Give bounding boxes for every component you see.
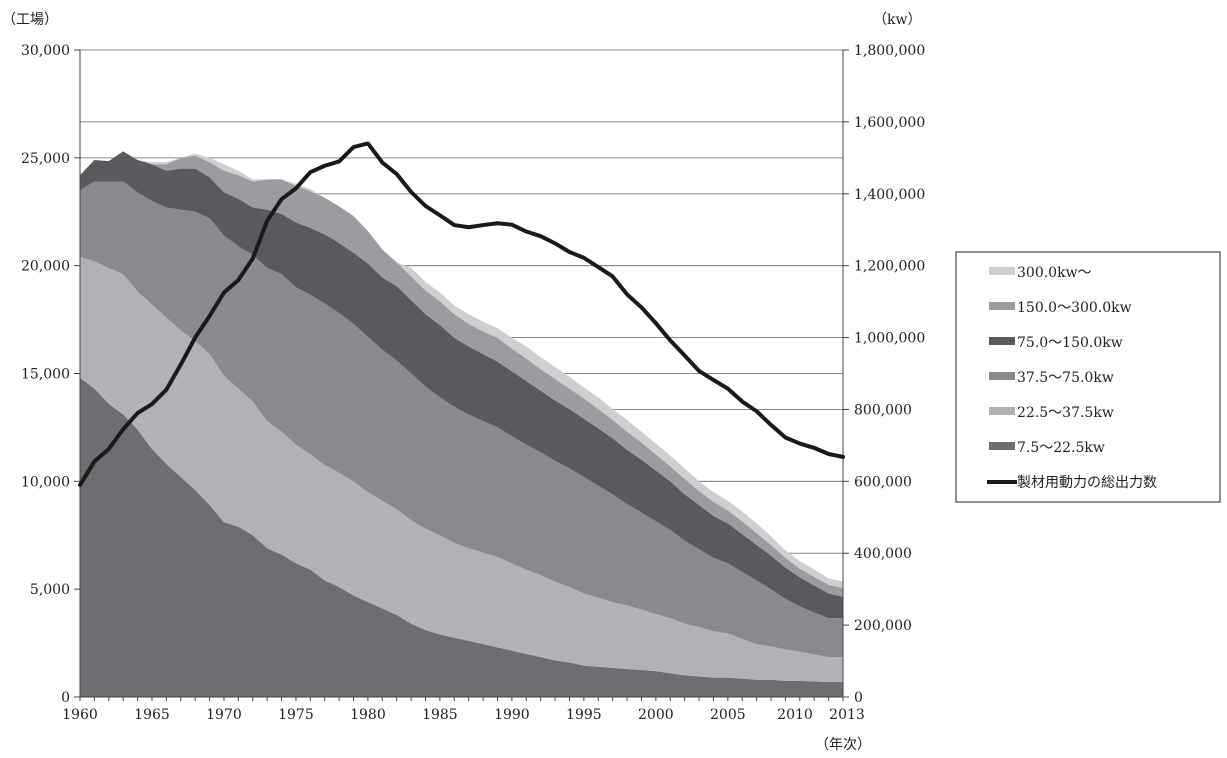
x-tick-label: 2010 xyxy=(777,707,813,723)
area-series-group xyxy=(80,151,843,697)
y-left-tick-label: 20,000 xyxy=(21,259,70,275)
area-series-5 xyxy=(80,151,843,597)
line-series-group xyxy=(78,141,845,487)
x-tick-label: 2013 xyxy=(829,707,865,723)
x-tick-label: 2005 xyxy=(710,707,746,723)
y-right-unit-label: （kw） xyxy=(873,12,921,28)
x-tick-label: 1985 xyxy=(422,707,458,723)
legend-label: 22.5〜37.5kw xyxy=(1017,405,1114,421)
x-tick-label: 1975 xyxy=(278,707,314,723)
legend-swatch xyxy=(989,442,1015,450)
y-right-tick-label: 400,000 xyxy=(854,546,912,562)
x-tick-label: 2000 xyxy=(638,707,674,723)
y-right-tick-label: 0 xyxy=(854,690,863,706)
y-right-tick-label: 200,000 xyxy=(854,618,912,634)
y-left-tick-label: 10,000 xyxy=(21,474,70,490)
legend-label: 150.0〜300.0kw xyxy=(1017,300,1132,316)
area-series-3 xyxy=(80,181,843,658)
total-power-line xyxy=(78,141,845,487)
area-series-4 xyxy=(80,151,843,619)
legend-label: 37.5〜75.0kw xyxy=(1017,370,1114,386)
x-tick-label: 1995 xyxy=(566,707,602,723)
legend-label: 7.5〜22.5kw xyxy=(1017,440,1105,456)
legend-label: 300.0kw〜 xyxy=(1017,265,1092,281)
legend: 300.0kw〜 150.0〜300.0kw 75.0〜150.0kw 37.5〜75… xyxy=(955,251,1221,503)
y-right-tick-label: 1,200,000 xyxy=(854,259,925,275)
legend-swatch xyxy=(989,267,1015,275)
legend-swatch xyxy=(989,337,1015,345)
y-right-tick-label: 1,000,000 xyxy=(854,331,925,347)
legend-swatch xyxy=(989,407,1015,415)
x-tick-label: 1960 xyxy=(62,707,98,723)
x-tick-label: 1970 xyxy=(206,707,242,723)
y-right-tick-label: 800,000 xyxy=(854,402,912,418)
y-right-tick-label: 1,800,000 xyxy=(854,43,925,59)
y-left-tick-label: 15,000 xyxy=(21,367,70,383)
y-left-tick-label: 25,000 xyxy=(21,151,70,167)
y-left-tick-label: 5,000 xyxy=(30,582,70,598)
legend-swatch xyxy=(989,302,1015,310)
axis-labels: （工場） （kw） （年次） xyxy=(2,12,921,753)
y-left-tick-label: 0 xyxy=(61,690,70,706)
y-left-tick-label: 30,000 xyxy=(21,43,70,59)
y-right-tick-label: 1,600,000 xyxy=(854,115,925,131)
axes: 0 5,000 10,000 15,000 20,000 25,000 30,000 0 200… xyxy=(21,43,925,723)
legend-swatch xyxy=(989,372,1015,380)
y-left-unit-label: （工場） xyxy=(2,12,58,28)
x-tick-label: 1980 xyxy=(350,707,386,723)
y-right-tick-label: 600,000 xyxy=(854,474,912,490)
x-unit-label: （年次） xyxy=(815,737,871,753)
x-tick-label: 1965 xyxy=(134,707,170,723)
x-tick-label: 1990 xyxy=(494,707,530,723)
legend-label: 製材用動力の総出力数 xyxy=(1017,475,1157,491)
y-right-tick-label: 1,400,000 xyxy=(854,187,925,203)
area-series-2 xyxy=(80,257,843,682)
area-series-1 xyxy=(80,377,843,697)
legend-label: 75.0〜150.0kw xyxy=(1017,335,1123,351)
